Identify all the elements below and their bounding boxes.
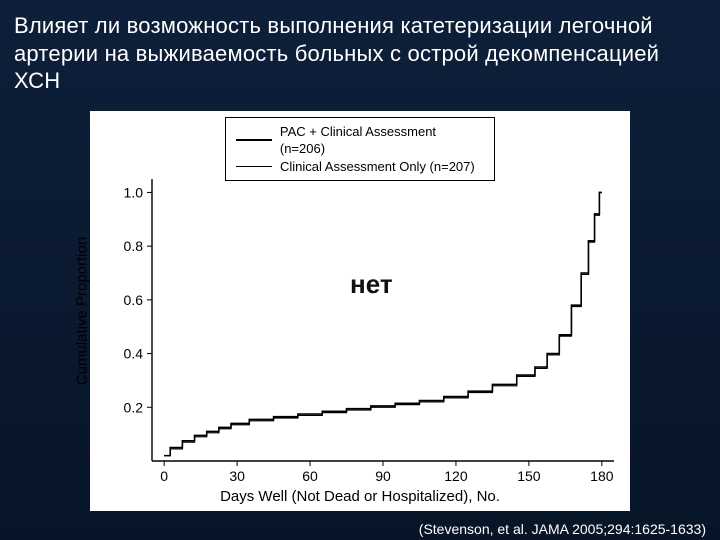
chart-legend: PAC + Clinical Assessment (n=206) Clinic… (225, 117, 495, 182)
svg-text:0.4: 0.4 (124, 345, 144, 361)
legend-line-icon (236, 139, 272, 141)
svg-text:0: 0 (160, 468, 168, 484)
chart-annotation: нет (350, 269, 393, 300)
slide-title: Влияет ли возможность выполнения катетер… (0, 0, 720, 105)
svg-text:60: 60 (302, 468, 318, 484)
citation: (Stevenson, et al. JAMA 2005;294:1625-16… (0, 511, 720, 537)
svg-text:0.6: 0.6 (124, 291, 144, 307)
svg-text:0.8: 0.8 (124, 238, 144, 254)
legend-line-icon (236, 166, 272, 167)
svg-text:150: 150 (517, 468, 541, 484)
svg-text:180: 180 (590, 468, 614, 484)
svg-text:0.2: 0.2 (124, 399, 144, 415)
svg-text:120: 120 (444, 468, 468, 484)
legend-label: PAC + Clinical Assessment (n=206) (280, 123, 484, 158)
y-axis-label: Cumulative Proportion (74, 236, 91, 384)
chart-area: Cumulative Proportion PAC + Clinical Ass… (90, 111, 630, 511)
svg-text:90: 90 (375, 468, 391, 484)
legend-item-pac: PAC + Clinical Assessment (n=206) (236, 123, 484, 158)
legend-label: Clinical Assessment Only (n=207) (280, 158, 475, 176)
x-axis-label: Days Well (Not Dead or Hospitalized), No… (220, 488, 500, 505)
svg-text:1.0: 1.0 (124, 184, 144, 200)
svg-text:30: 30 (229, 468, 245, 484)
legend-item-clinical: Clinical Assessment Only (n=207) (236, 158, 484, 176)
